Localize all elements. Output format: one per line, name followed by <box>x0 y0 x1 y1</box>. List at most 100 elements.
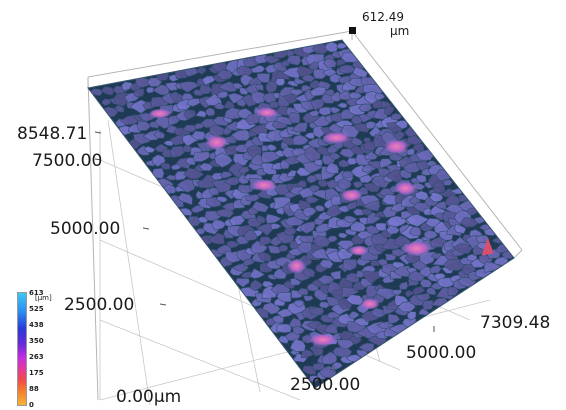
z-unit-label: µm <box>390 24 410 38</box>
surface-peak <box>322 131 351 144</box>
surface-grain <box>330 270 342 280</box>
surface-grain <box>314 204 325 212</box>
surface-grain <box>423 229 439 240</box>
surface-grain <box>100 86 115 96</box>
surface-peak <box>383 138 410 155</box>
x-axis-tick-2500: 2500.00 <box>290 375 361 395</box>
surface-grain <box>370 307 388 318</box>
surface-grain <box>288 111 301 124</box>
surface-grain <box>191 130 207 141</box>
surface-grain <box>216 91 229 99</box>
origin-label: 0.00µm <box>116 387 182 407</box>
surface-grain <box>358 174 374 184</box>
surface-grain <box>299 220 317 234</box>
surface-grain <box>318 106 332 116</box>
surface-grain <box>199 84 213 95</box>
surface-grain <box>247 217 264 228</box>
surface-peak <box>349 245 368 256</box>
surface-grain <box>292 299 305 308</box>
surface-grain <box>343 215 358 223</box>
surface-grain <box>300 349 315 359</box>
surface-grain <box>454 223 467 234</box>
surface-grain <box>235 65 255 77</box>
surface-grain <box>342 258 358 272</box>
surface-grain <box>337 232 349 239</box>
surface-grain <box>302 295 314 302</box>
surface-grain <box>275 207 285 216</box>
surface-grain <box>207 232 225 245</box>
surface-grain <box>327 235 338 243</box>
surface-grain <box>208 186 220 196</box>
surface-grain <box>235 277 250 288</box>
surface-grain <box>307 109 320 117</box>
surface-grain <box>249 279 264 292</box>
surface-grain <box>329 152 341 161</box>
surface-grain <box>269 100 280 109</box>
surface-peak <box>148 108 172 119</box>
surface-grain <box>308 375 320 383</box>
surface-peak <box>205 134 229 151</box>
surface-grain <box>230 129 253 141</box>
surface-grain <box>398 281 409 290</box>
surface-grain <box>385 225 400 235</box>
surface-grain <box>267 245 282 254</box>
surface-grain <box>195 110 207 118</box>
legend-value: 0 <box>29 401 34 409</box>
surface-grain <box>297 180 307 188</box>
surface-peak <box>340 188 363 202</box>
surface-grain <box>348 310 360 320</box>
surface-grain <box>405 290 416 298</box>
surface-grain <box>216 69 233 80</box>
surface-grain <box>409 226 422 236</box>
surface-grain <box>223 176 241 186</box>
surface-grain <box>309 86 327 97</box>
surface-grain <box>164 82 179 92</box>
surface-grain <box>249 268 266 279</box>
surface-grain <box>374 92 386 101</box>
surface-grain <box>312 235 332 247</box>
surface-grain <box>363 151 379 161</box>
legend-value: 88 <box>29 385 39 393</box>
x-axis-max-label: 7309.48 <box>480 313 551 333</box>
surface-grain <box>176 192 193 206</box>
legend-value: 263 <box>29 353 44 361</box>
surface-grain <box>352 181 364 189</box>
surface-grain <box>291 122 308 133</box>
surface-grain <box>375 222 387 232</box>
x-axis-tick-5000: 5000.00 <box>406 343 477 363</box>
surface-grain <box>176 178 196 193</box>
surface-peak <box>401 240 432 257</box>
surface-grain <box>285 55 302 66</box>
surface-grain <box>145 86 156 94</box>
surface-grain <box>325 162 340 174</box>
surface-grain <box>182 144 192 153</box>
surface-grain <box>243 258 256 267</box>
surface-grain <box>422 300 434 311</box>
surface-grain <box>276 291 292 303</box>
surface-grain <box>308 61 320 71</box>
surface-grain <box>182 124 197 133</box>
surface-grain <box>160 162 171 170</box>
axis-ticks <box>94 131 435 372</box>
surface-grain <box>224 107 242 120</box>
surface-grain <box>265 213 283 224</box>
legend-value: 613 <box>29 289 44 297</box>
surface-grain <box>132 88 145 98</box>
surface-grain <box>317 179 330 188</box>
surface-grain <box>460 216 480 228</box>
surface-grain <box>452 243 474 255</box>
surface-peak <box>394 181 417 196</box>
surface-grain <box>101 98 112 106</box>
surface-grain <box>415 174 427 184</box>
surface-grain <box>341 170 354 178</box>
surface-grain <box>387 313 401 325</box>
y-axis-tick-2500: 2500.00 <box>64 295 135 315</box>
surface-grain <box>270 222 282 230</box>
surface-grain <box>278 244 289 253</box>
surface-grain <box>289 88 304 97</box>
surface-grain <box>302 267 316 278</box>
bounding-box <box>87 30 523 401</box>
surface-grain <box>217 81 238 93</box>
surface-grain <box>186 98 202 107</box>
